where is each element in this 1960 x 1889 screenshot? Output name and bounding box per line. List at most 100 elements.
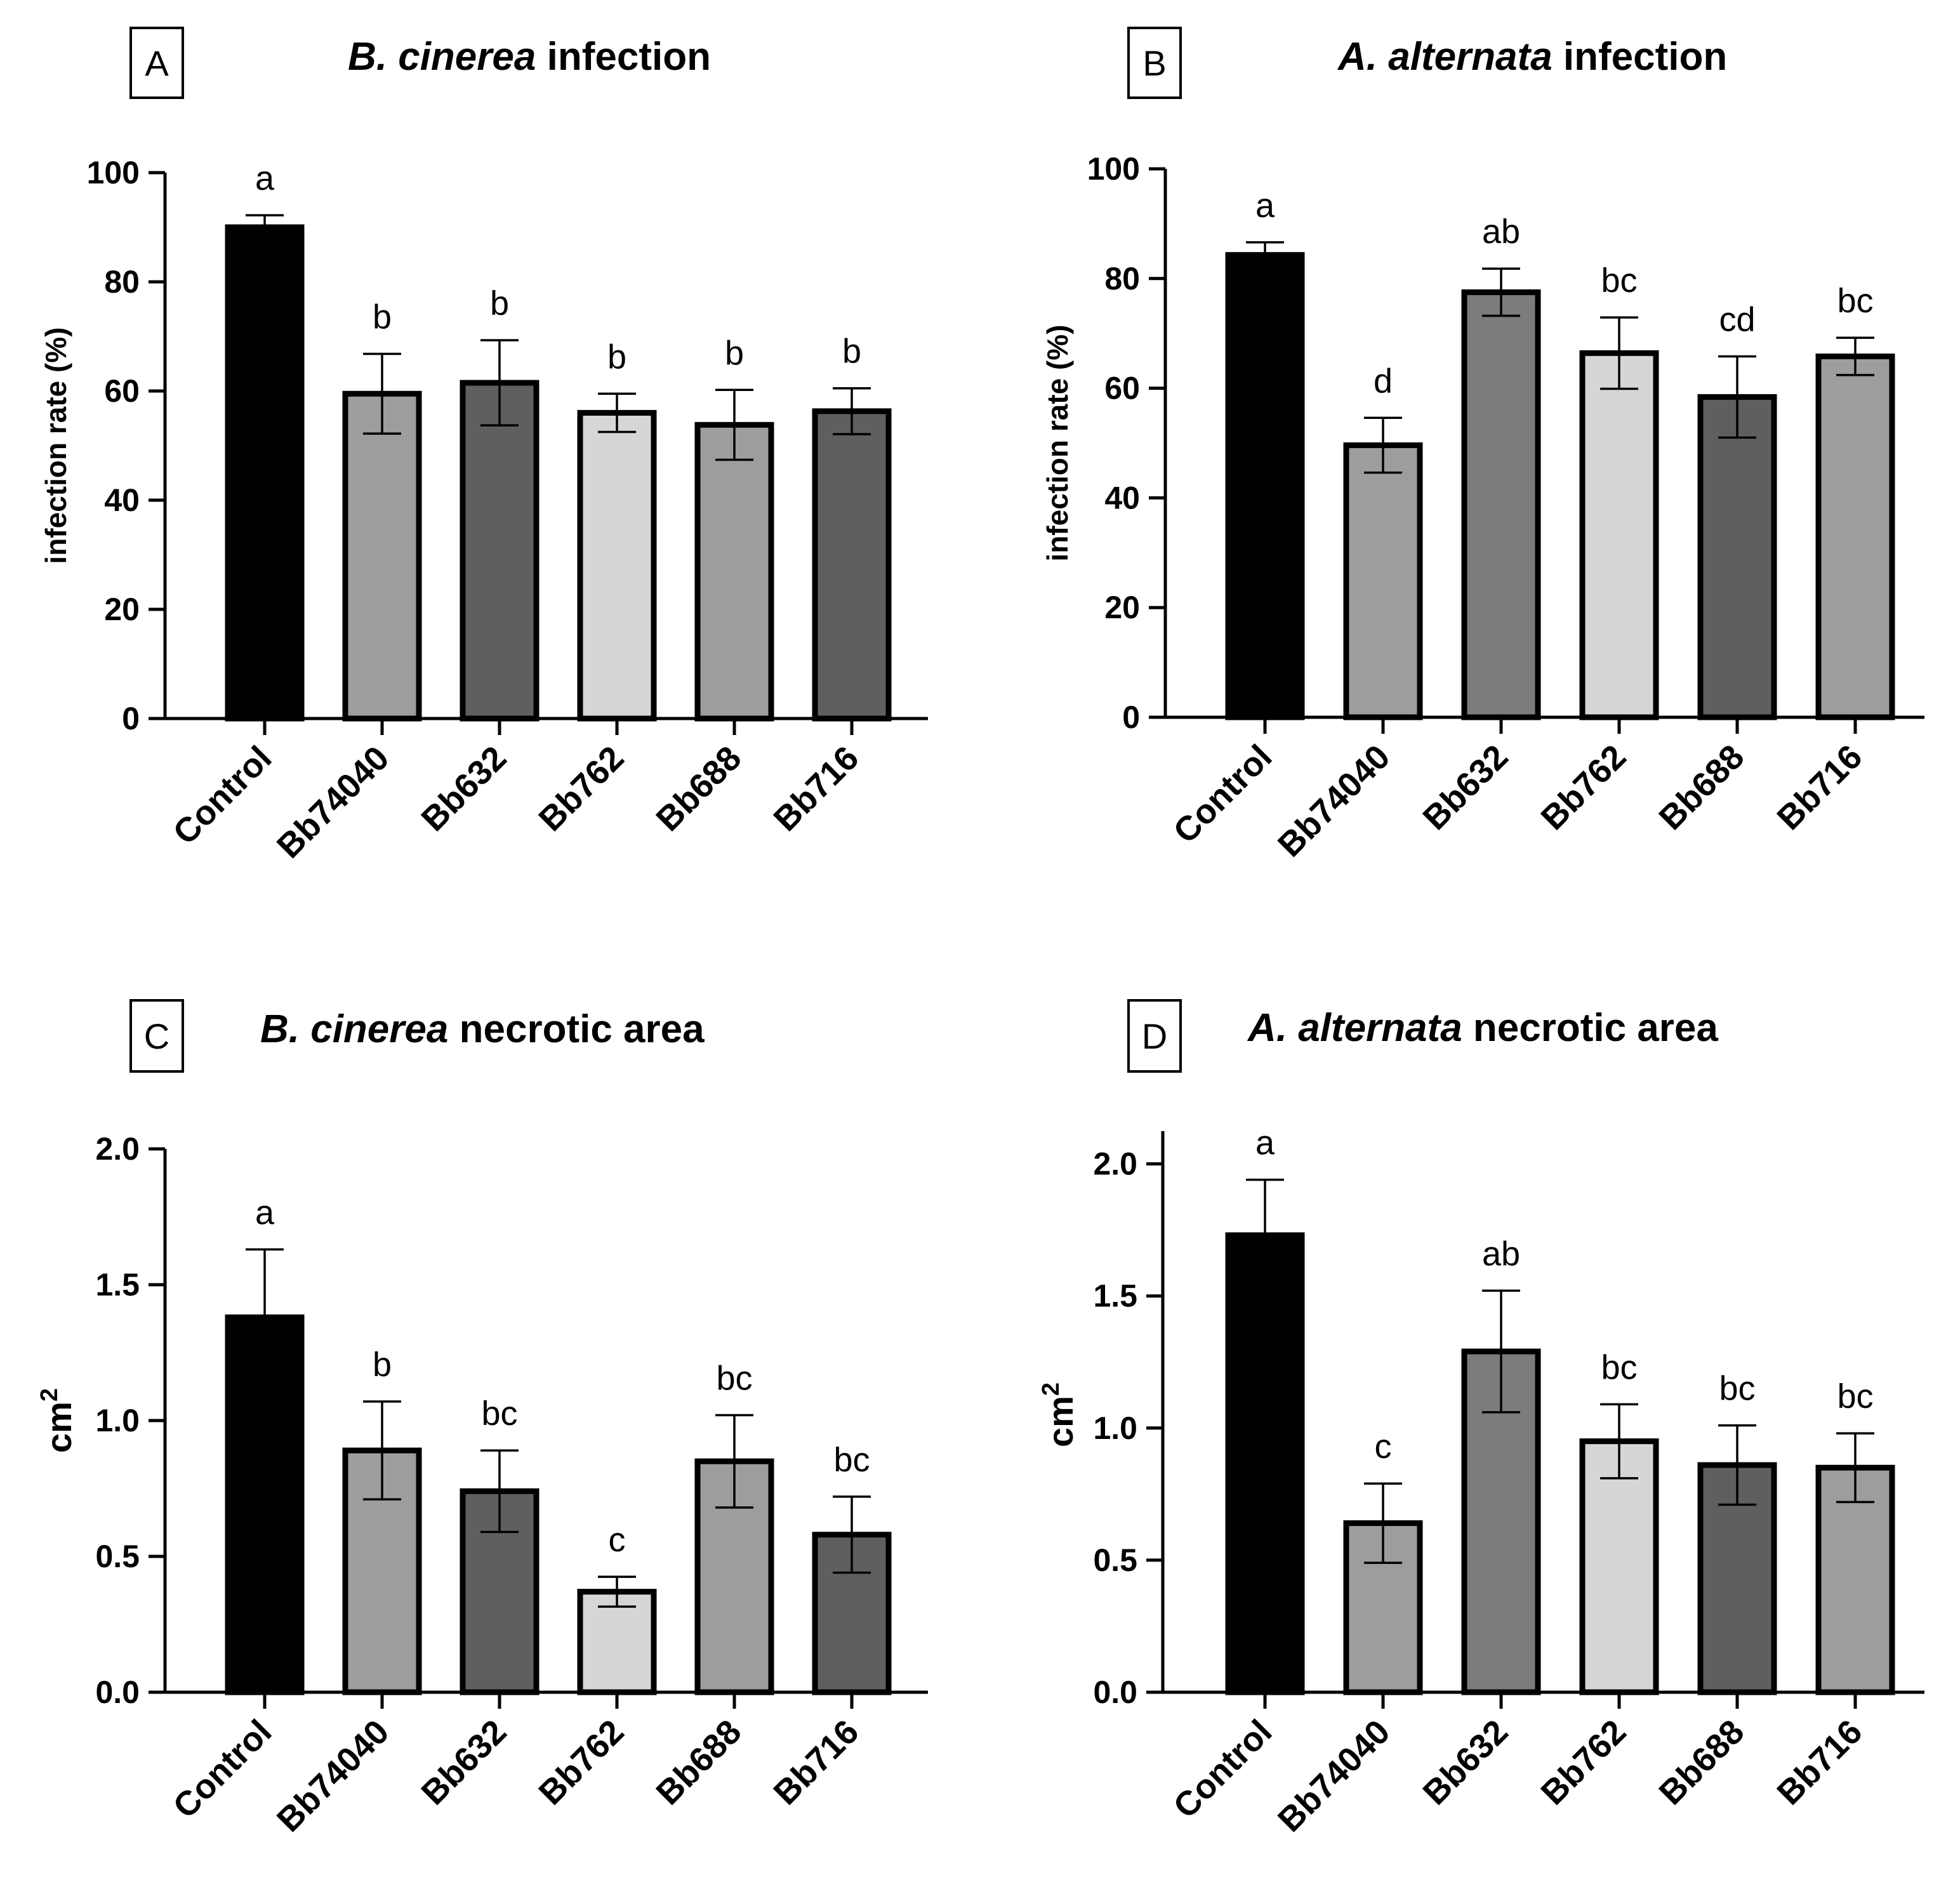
panel-title: B. cinerea necrotic area bbox=[260, 1007, 705, 1051]
y-tick-label: 1.0 bbox=[1093, 1410, 1137, 1446]
significance-letter: bc bbox=[833, 1441, 870, 1479]
y-tick-label: 100 bbox=[1087, 151, 1140, 187]
significance-letter: ab bbox=[1482, 213, 1520, 251]
x-tick-label: Bb632 bbox=[1415, 738, 1515, 837]
bar-control bbox=[1225, 1232, 1305, 1695]
title-rest: infection bbox=[1553, 35, 1728, 79]
x-tick-label: Control bbox=[166, 1713, 279, 1826]
significance-letter: b bbox=[725, 334, 744, 372]
x-tick-label: Control bbox=[1166, 738, 1279, 851]
panel-label-box bbox=[129, 27, 184, 99]
x-tick-label: Bb688 bbox=[1652, 738, 1751, 837]
significance-letter: bc bbox=[1601, 262, 1637, 300]
y-axis-unit-superscript: 2 bbox=[1038, 1382, 1064, 1396]
title-rest: infection bbox=[536, 35, 711, 79]
x-tick-label: Bb716 bbox=[766, 739, 866, 838]
significance-letter: ab bbox=[1482, 1235, 1520, 1273]
bar-bb74040 bbox=[1343, 442, 1423, 720]
panel-label-box bbox=[1127, 999, 1182, 1073]
y-axis-unit: cm bbox=[39, 1402, 79, 1453]
y-tick-label: 60 bbox=[1104, 371, 1140, 406]
significance-letter: bc bbox=[481, 1395, 517, 1433]
x-tick-label: Bb632 bbox=[1415, 1713, 1515, 1812]
panel-title: A. alternata necrotic area bbox=[1247, 1006, 1718, 1050]
bar-bb632 bbox=[460, 380, 540, 722]
y-tick-label: 0 bbox=[1122, 699, 1140, 735]
bar-bb688 bbox=[694, 421, 774, 722]
bar-bb762 bbox=[1579, 1438, 1659, 1695]
x-tick-label: Bb688 bbox=[1652, 1713, 1751, 1812]
significance-letter: bc bbox=[1837, 282, 1873, 320]
x-tick-label: Bb74040 bbox=[270, 1713, 397, 1839]
y-axis-label: cm2 bbox=[1038, 1382, 1080, 1447]
y-axis-label: infection rate (%) bbox=[39, 327, 72, 564]
y-tick-label: 0.0 bbox=[1093, 1674, 1137, 1710]
panel-label: A bbox=[145, 43, 169, 83]
y-tick-label: 0.5 bbox=[1093, 1542, 1137, 1578]
y-tick-label: 80 bbox=[1104, 261, 1140, 296]
bar-bb716 bbox=[1815, 353, 1895, 720]
panel-a: A B. cinerea infection 0 20 40 60 80 100 infecti… bbox=[39, 27, 928, 866]
significance-letter: c bbox=[609, 1521, 626, 1559]
x-tick-label: Bb762 bbox=[1533, 738, 1633, 837]
significance-letter: bc bbox=[1837, 1377, 1873, 1415]
x-tick-label: Bb716 bbox=[1770, 1713, 1869, 1812]
y-tick-label: 1.0 bbox=[95, 1403, 140, 1438]
bar-bb74040 bbox=[342, 390, 422, 722]
y-axis-unit: cm bbox=[1040, 1396, 1080, 1447]
title-species: B. cinerea bbox=[348, 35, 536, 79]
significance-letter: d bbox=[1374, 362, 1393, 400]
y-tick-label: 2.0 bbox=[95, 1131, 140, 1167]
panel-label-box bbox=[129, 999, 184, 1073]
y-axis-unit-superscript: 2 bbox=[36, 1388, 63, 1402]
y-tick-label: 20 bbox=[1104, 590, 1140, 625]
significance-letter: c bbox=[1375, 1428, 1392, 1466]
y-tick-label: 1.5 bbox=[1093, 1278, 1137, 1314]
x-tick-label: Bb74040 bbox=[1271, 738, 1398, 865]
significance-letter: b bbox=[490, 284, 509, 322]
y-tick-label: 80 bbox=[104, 264, 140, 300]
bar-bb688 bbox=[1697, 1462, 1777, 1695]
y-tick-label: 0.0 bbox=[95, 1674, 140, 1710]
x-tick-label: Bb762 bbox=[531, 1713, 631, 1812]
significance-letter: bc bbox=[1719, 1370, 1755, 1408]
significance-letter: a bbox=[255, 159, 275, 197]
significance-letter: b bbox=[373, 298, 392, 336]
title-species: B. cinerea bbox=[260, 1007, 448, 1051]
significance-letter: bc bbox=[716, 1359, 752, 1397]
panel-title: B. cinerea infection bbox=[348, 35, 711, 79]
y-tick-label: 1.5 bbox=[95, 1267, 140, 1302]
bar-control bbox=[1225, 252, 1305, 720]
bar-bb632 bbox=[1461, 289, 1541, 720]
panel-title: A. alternata infection bbox=[1337, 35, 1727, 79]
y-tick-label: 40 bbox=[1104, 480, 1140, 515]
x-tick-label: Bb74040 bbox=[1271, 1713, 1398, 1839]
bar-bb762 bbox=[1579, 350, 1659, 720]
panel-b: B A. alternata infection 0 20 40 60 80 100 infec… bbox=[1041, 27, 1924, 865]
bar-bb716 bbox=[812, 408, 892, 722]
bar-bb688 bbox=[1697, 394, 1777, 720]
significance-letter: b bbox=[607, 338, 626, 376]
x-tick-label: Bb688 bbox=[649, 1713, 748, 1812]
x-tick-label: Bb716 bbox=[1770, 738, 1869, 837]
x-tick-label: Bb716 bbox=[766, 1713, 866, 1812]
x-tick-label: Bb74040 bbox=[270, 739, 397, 866]
x-tick-label: Control bbox=[1166, 1713, 1279, 1826]
significance-letter: b bbox=[373, 1346, 392, 1384]
bar-control bbox=[225, 224, 305, 722]
significance-letter: a bbox=[1255, 1124, 1275, 1162]
title-rest: necrotic area bbox=[448, 1007, 705, 1051]
significance-letter: cd bbox=[1719, 300, 1755, 338]
y-tick-label: 100 bbox=[87, 155, 140, 190]
panel-d: D A. alternata necrotic area 0.0 0.5 1.0 1.5 2… bbox=[1038, 999, 1924, 1839]
x-tick-label: Bb632 bbox=[414, 739, 513, 838]
panel-c: C B. cinerea necrotic area 0.0 0.5 1.0 1.5 2.0… bbox=[36, 999, 928, 1839]
significance-letter: b bbox=[842, 333, 861, 371]
y-tick-label: 40 bbox=[104, 482, 140, 518]
significance-letter: a bbox=[255, 1193, 275, 1231]
y-axis-label: cm2 bbox=[36, 1388, 79, 1453]
significance-letter: bc bbox=[1601, 1348, 1637, 1386]
bar-bb762 bbox=[577, 409, 657, 722]
y-tick-label: 60 bbox=[104, 373, 140, 409]
